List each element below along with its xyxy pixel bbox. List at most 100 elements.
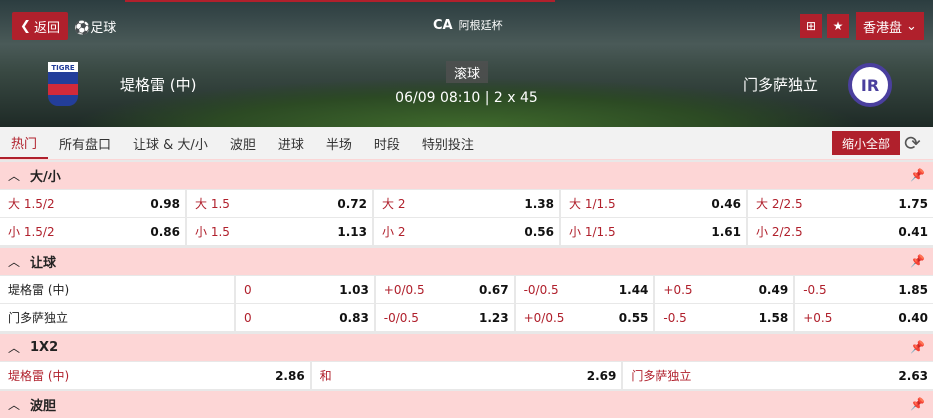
odds-label: 门多萨独立 [631,369,692,383]
odds-value: 1.58 [758,310,789,325]
section-1x2[interactable]: ︿ 1X2 📌 [0,334,933,361]
odds-label: +0/0.5 [523,310,565,325]
chevron-up-icon[interactable]: ︿ [8,341,21,355]
odds-cell[interactable]: +0/0.5 0.67 [375,276,514,303]
odds-value: 1.38 [524,196,554,211]
soccer-ball-icon: ⚽ [74,21,91,36]
odds-value: 0.41 [898,224,928,239]
odds-value: 1.44 [618,282,649,297]
odds-cell[interactable]: +0/0.5 0.55 [515,304,654,331]
odds-label: 0 [244,282,252,297]
odds-cell[interactable]: 门多萨独立 2.63 [623,362,933,389]
odds-cell[interactable]: 大 1/1.5 0.46 [561,190,746,217]
tab-correct-score[interactable]: 波胆 [229,137,256,153]
odds-value: 1.23 [478,310,509,325]
odds-cell[interactable]: 小 1.5 1.13 [187,218,372,245]
odds-label: 0 [244,310,252,325]
team-name: 堤格雷 (中) [0,276,234,303]
sport-text: 足球 [90,21,117,36]
star-icon[interactable]: ★ [827,14,849,38]
section-title: 让球 [30,256,57,271]
home-crest: TIGRE [48,62,78,106]
odds-cell[interactable]: 大 2/2.5 1.75 [748,190,933,217]
odds-label: 小 2/2.5 [756,225,803,239]
match-header: ❮ 返回 ⚽足球 CA 阿根廷杯 ⊞ ★ 香港盘 ⌄ TIGRE 堤格雷 (中) 滚球… [0,0,933,127]
home-crest-text: TIGRE [48,62,78,72]
section-title: 波胆 [30,399,57,414]
back-label: 返回 [33,20,60,36]
section-over-under[interactable]: ︿ 大/小 📌 [0,162,933,189]
live-badge: 滚球 [446,61,488,83]
tab-hot[interactable]: 热门 [0,127,49,159]
league: CA 阿根廷杯 [433,17,503,33]
tab-all[interactable]: 所有盘口 [59,137,112,153]
odds-cell[interactable]: -0.5 1.58 [655,304,794,331]
table-row: 大 1.5/2 0.98 大 1.5 0.72 大 2 1.38 大 1/1.5 0.46 大 … [0,190,933,217]
odds-cell[interactable]: +0.5 0.40 [795,304,933,331]
odds-value: 2.63 [898,368,929,383]
chevron-up-icon[interactable]: ︿ [8,398,21,412]
odds-cell[interactable]: 小 2/2.5 0.41 [748,218,933,245]
tab-goals[interactable]: 进球 [277,137,304,153]
table-row: 堤格雷 (中) 2.86 和 2.69 门多萨独立 2.63 [0,362,933,389]
table-row: 门多萨独立 0 0.83 -0/0.5 1.23 +0/0.5 0.55 -0.5 1.58 +0… [0,304,933,331]
tab-specials[interactable]: 特别投注 [421,137,474,153]
odds-label: -0/0.5 [383,310,419,325]
section-title: 1X2 [30,340,59,355]
away-crest: IR [848,63,892,107]
odds-value: 0.98 [150,196,180,211]
league-logo: CA [433,17,453,33]
odds-value: 0.46 [711,196,741,211]
odds-label: 小 1.5 [195,225,230,239]
odds-value: 1.85 [898,282,928,297]
odds-cell[interactable]: 堤格雷 (中) 2.86 [0,362,310,389]
tab-period[interactable]: 时段 [373,137,400,153]
top-accent-line [125,0,555,2]
section-title: 大/小 [30,170,61,185]
collapse-all-button[interactable]: 缩小全部 [832,131,900,155]
pin-icon[interactable]: 📌 [910,340,925,354]
odds-label: 小 1/1.5 [569,225,616,239]
odds-cell[interactable]: 和 2.69 [311,362,622,389]
odds-cell[interactable]: -0.5 1.85 [795,276,933,303]
table-row: 小 1.5/2 0.86 小 1.5 1.13 小 2 0.56 小 1/1.5 1.61 小 … [0,218,933,245]
odds-cell[interactable]: 大 1.5 0.72 [187,190,372,217]
odds-cell[interactable]: 0 0.83 [236,304,374,331]
odds-label: +0/0.5 [383,282,425,297]
odds-cell[interactable]: 0 1.03 [236,276,374,303]
odds-label: 大 2/2.5 [756,197,803,211]
odds-value: 0.86 [150,224,180,239]
odds-label: 和 [319,369,332,383]
pin-icon[interactable]: 📌 [910,254,925,268]
pin-icon[interactable]: 📌 [910,168,925,182]
odds-value: 0.55 [618,310,649,325]
odds-type-select[interactable]: 香港盘 ⌄ [856,12,924,40]
odds-label: +0.5 [803,310,833,325]
odds-cell[interactable]: -0/0.5 1.44 [515,276,654,303]
odds-value: 0.72 [337,196,367,211]
tab-hdp-ou[interactable]: 让球 & 大/小 [133,137,208,153]
odds-cell[interactable]: 小 1.5/2 0.86 [0,218,185,245]
odds-cell[interactable]: 小 1/1.5 1.61 [561,218,746,245]
pin-icon[interactable]: 📌 [910,397,925,411]
tab-half[interactable]: 半场 [325,137,352,153]
chevron-up-icon[interactable]: ︿ [8,169,21,183]
chevron-up-icon[interactable]: ︿ [8,255,21,269]
odds-label: 堤格雷 (中) [8,369,70,383]
refresh-icon[interactable]: ⟳ [904,131,921,155]
odds-cell[interactable]: 小 2 0.56 [374,218,559,245]
odds-cell[interactable]: 大 1.5/2 0.98 [0,190,185,217]
section-correct-score[interactable]: ︿ 波胆 📌 [0,391,933,418]
odds-value: 1.61 [711,224,741,239]
odds-value: 1.13 [337,224,367,239]
chevron-left-icon: ❮ [20,18,31,34]
odds-value: 0.49 [758,282,789,297]
section-handicap[interactable]: ︿ 让球 📌 [0,248,933,275]
back-button[interactable]: ❮ 返回 [12,12,68,40]
field-view-icon[interactable]: ⊞ [800,14,822,38]
odds-cell[interactable]: -0/0.5 1.23 [375,304,514,331]
odds-cell[interactable]: +0.5 0.49 [655,276,794,303]
odds-label: 小 2 [382,225,406,239]
odds-label: 大 1.5 [195,197,230,211]
odds-cell[interactable]: 大 2 1.38 [374,190,559,217]
